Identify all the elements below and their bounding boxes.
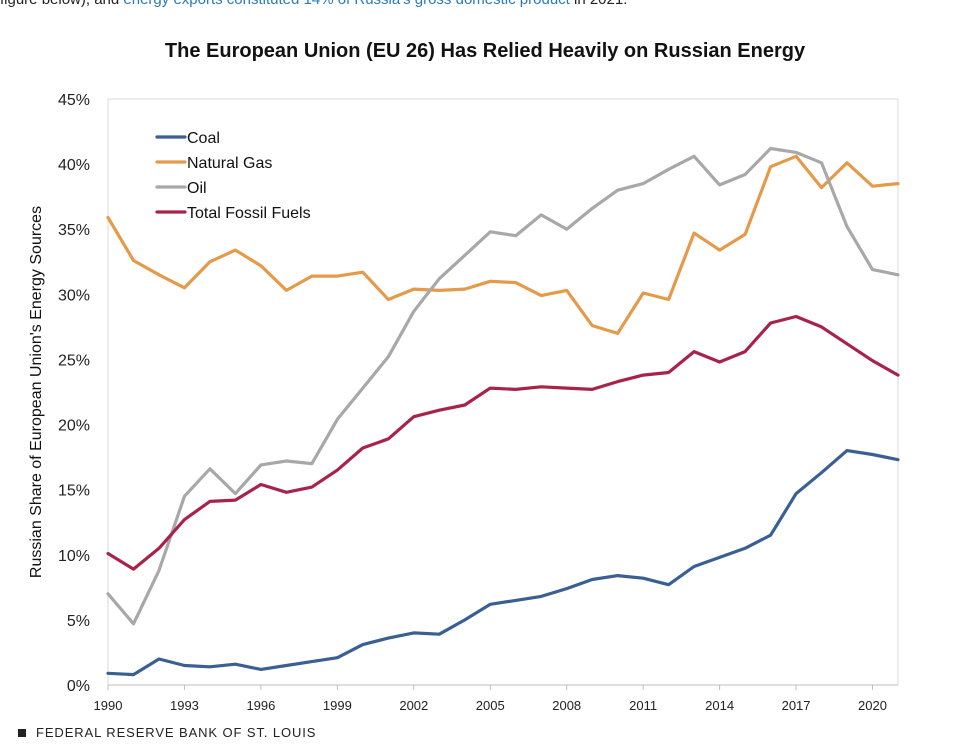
- footer: FEDERAL RESERVE BANK OF ST. LOUIS: [18, 725, 316, 740]
- series-line-coal: [106, 449, 900, 677]
- x-tick-label: 1996: [246, 698, 275, 713]
- x-tick-label: 2005: [476, 698, 505, 713]
- legend-label-oil: Oil: [187, 180, 207, 197]
- intro-prefix: figure below), and: [0, 0, 123, 8]
- legend-label-coal: Coal: [187, 130, 220, 147]
- intro-link[interactable]: energy exports constituted 14% of Russia…: [123, 0, 569, 8]
- footer-text: FEDERAL RESERVE BANK OF ST. LOUIS: [36, 725, 317, 740]
- y-tick-label: 30%: [58, 287, 90, 304]
- x-tick-label: 2020: [858, 698, 887, 713]
- y-tick-label: 25%: [58, 352, 90, 369]
- y-axis-label: Russian Share of European Union's Energy…: [28, 206, 45, 578]
- x-tick-label: 1993: [170, 698, 199, 713]
- y-tick-label: 40%: [58, 157, 90, 174]
- series-line-total-fossil-fuels: [106, 314, 900, 571]
- x-tick-label: 1990: [94, 698, 123, 713]
- x-tick-label: 2011: [629, 698, 657, 713]
- intro-suffix: in 2021.: [570, 0, 627, 8]
- plot-area-frame: [107, 98, 899, 686]
- chart-title: The European Union (EU 26) Has Relied He…: [164, 40, 806, 62]
- x-tick-label: 2017: [782, 698, 811, 713]
- series-line-oil: [106, 146, 900, 626]
- y-tick-label: 10%: [58, 548, 90, 565]
- footer-square-icon: [18, 728, 26, 737]
- y-tick-label: 15%: [58, 483, 90, 500]
- x-tick-label: 2002: [399, 698, 428, 713]
- x-tick-label: 1999: [323, 698, 352, 713]
- y-tick-label: 45%: [58, 92, 90, 109]
- x-tick-label: 2014: [705, 698, 734, 713]
- x-tick-label: 2008: [552, 698, 581, 713]
- legend-label-natural-gas: Natural Gas: [187, 155, 272, 172]
- intro-text: figure below), and energy exports consti…: [0, 0, 965, 9]
- legend-label-total-fossil-fuels: Total Fossil Fuels: [187, 205, 311, 222]
- y-tick-label: 0%: [67, 678, 90, 695]
- y-tick-label: 35%: [58, 222, 90, 239]
- y-tick-label: 20%: [58, 418, 90, 435]
- series-line-natural-gas: [106, 154, 900, 335]
- y-tick-label: 5%: [67, 613, 90, 630]
